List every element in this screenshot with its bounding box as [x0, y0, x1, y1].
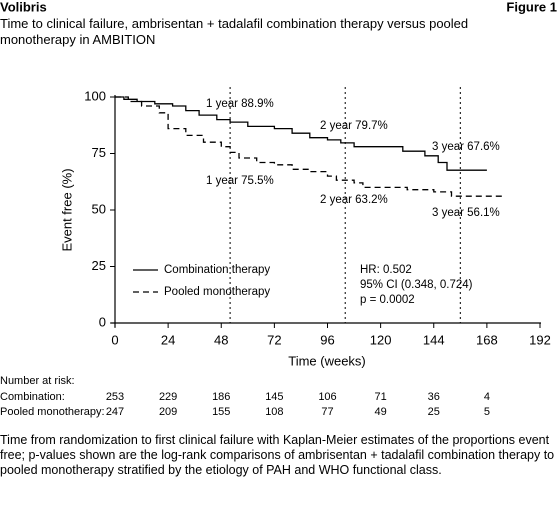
risk-value: 247 — [106, 406, 124, 418]
annotation: 1 year 88.9% — [206, 98, 274, 110]
risk-value: 36 — [428, 391, 440, 403]
x-tick-label: 192 — [529, 332, 551, 347]
caption: Time from randomization to first clinica… — [0, 433, 555, 477]
risk-value: 145 — [265, 391, 283, 403]
annotation: 1 year 75.5% — [206, 175, 274, 187]
y-axis-title: Event free (%) — [59, 168, 74, 251]
risk-value: 5 — [484, 406, 490, 418]
stat-text: HR: 0.502 — [360, 264, 412, 276]
legend-label: Pooled monotherapy — [164, 286, 270, 298]
risk-value: 186 — [212, 391, 230, 403]
risk-value: 71 — [375, 391, 387, 403]
risk-value: 253 — [106, 391, 124, 403]
y-tick-label: 0 — [99, 314, 106, 329]
risk-row-label: Combination: — [0, 391, 65, 403]
series-line — [115, 96, 505, 197]
y-tick-label: 100 — [84, 88, 106, 103]
x-tick-label: 96 — [320, 332, 334, 347]
risk-value: 155 — [212, 406, 230, 418]
x-tick-label: 48 — [214, 332, 228, 347]
stat-text: 95% CI (0.348, 0.724) — [360, 279, 473, 291]
annotation: 2 year 79.7% — [320, 120, 388, 132]
risk-value: 209 — [159, 406, 177, 418]
annotation: 2 year 63.2% — [320, 194, 388, 206]
risk-value: 106 — [318, 391, 336, 403]
x-tick-label: 72 — [267, 332, 281, 347]
figure-label: Figure 1 — [506, 0, 557, 14]
risk-value: 108 — [265, 406, 283, 418]
x-tick-label: 24 — [161, 332, 175, 347]
stat-text: p = 0.0002 — [360, 294, 415, 306]
y-tick-label: 50 — [92, 201, 106, 216]
annotation: 3 year 67.6% — [432, 141, 500, 153]
legend-label: Combination therapy — [164, 264, 270, 276]
annotation: 3 year 56.1% — [432, 207, 500, 219]
risk-value: 49 — [375, 406, 387, 418]
header: Volibris — [0, 0, 47, 14]
risk-value: 25 — [428, 406, 440, 418]
risk-value: 4 — [484, 391, 490, 403]
x-tick-label: 120 — [370, 332, 392, 347]
x-tick-label: 168 — [476, 332, 498, 347]
risk-value: 229 — [159, 391, 177, 403]
series-line — [115, 96, 487, 171]
risk-row-label: Pooled monotherapy: — [0, 406, 105, 418]
y-tick-label: 25 — [92, 258, 106, 273]
x-axis-title: Time (weeks) — [288, 353, 366, 368]
risk-value: 77 — [321, 406, 333, 418]
risk-table-title: Number at risk: — [0, 375, 75, 387]
x-tick-label: 0 — [111, 332, 118, 347]
y-tick-label: 75 — [92, 145, 106, 160]
chart-title: Time to clinical failure, ambrisentan + … — [0, 16, 469, 47]
x-tick-label: 144 — [423, 332, 445, 347]
